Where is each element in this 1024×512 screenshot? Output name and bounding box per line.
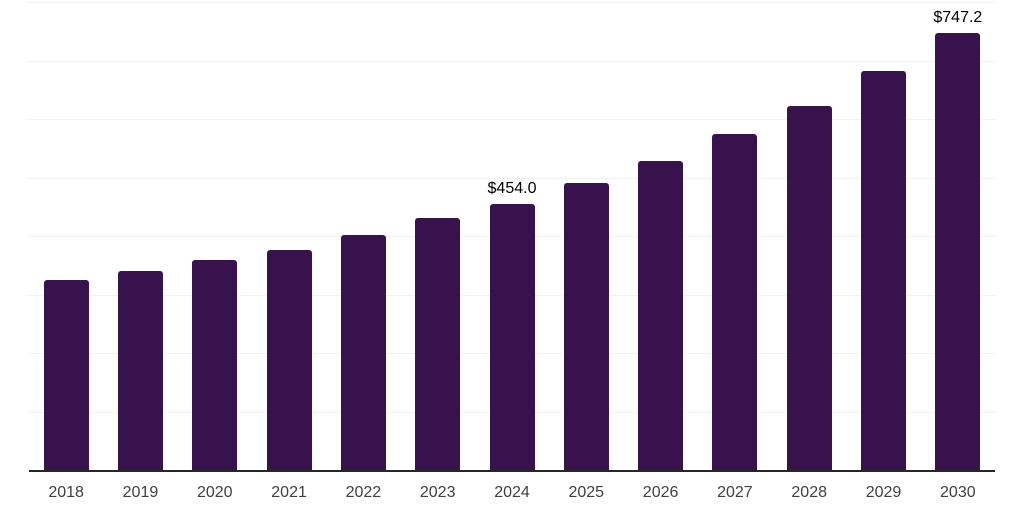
bar-2019[interactable] <box>117 270 163 470</box>
x-tick-label: 2024 <box>494 484 530 501</box>
x-tick-label: 2018 <box>48 484 84 501</box>
x-tick-label: 2029 <box>865 484 902 501</box>
x-tick-label: 2020 <box>196 484 233 501</box>
bar-2020[interactable] <box>192 260 238 470</box>
bar-2022[interactable] <box>340 235 386 470</box>
x-tick-label: 2027 <box>717 484 753 501</box>
bar-value-label: $454.0 <box>487 180 537 198</box>
bar-value-label: $747.2 <box>933 8 983 26</box>
x-tick-label: 2022 <box>345 484 382 501</box>
bar-2025[interactable] <box>563 183 609 470</box>
bar-2029[interactable] <box>861 70 907 470</box>
bar-2023[interactable] <box>415 217 461 470</box>
y-gridline <box>29 60 995 62</box>
bar-2024[interactable] <box>489 204 535 470</box>
bar-2026[interactable] <box>638 160 684 470</box>
bar-2018[interactable] <box>43 279 89 470</box>
bar-2021[interactable] <box>266 249 312 470</box>
y-gridline <box>29 2 995 3</box>
x-tick-label: 2026 <box>642 484 679 501</box>
bar-2030[interactable] <box>935 32 981 470</box>
x-tick-label: 2028 <box>791 484 827 501</box>
x-axis-line <box>29 470 995 472</box>
x-tick-label: 2030 <box>940 484 976 501</box>
x-tick-label: 2023 <box>419 484 456 501</box>
x-tick-label: 2021 <box>271 484 307 501</box>
x-tick-label: 2019 <box>122 484 159 501</box>
x-tick-label: 2025 <box>568 484 605 501</box>
y-gridline <box>29 177 995 179</box>
bar-2028[interactable] <box>786 105 832 470</box>
y-gridline <box>29 119 995 120</box>
bar-2027[interactable] <box>712 133 758 470</box>
